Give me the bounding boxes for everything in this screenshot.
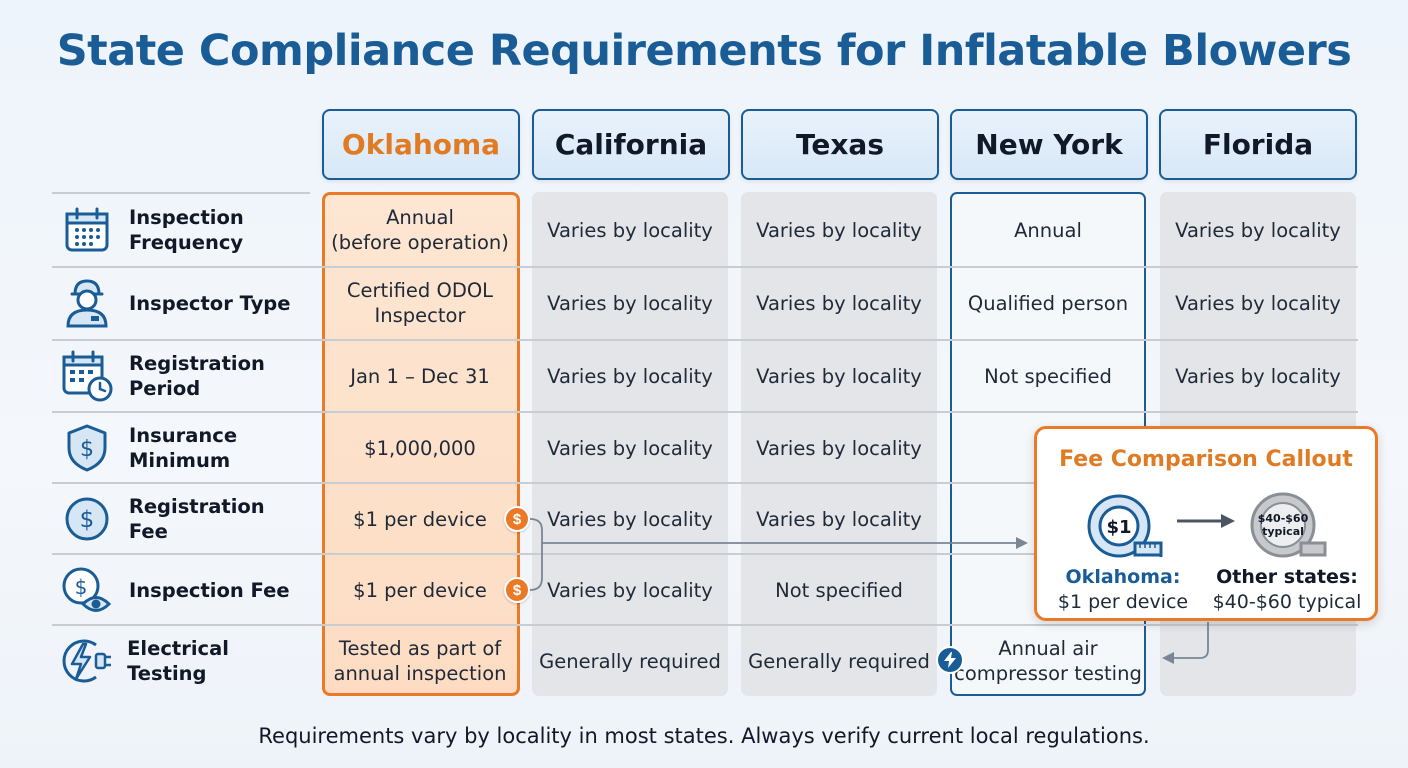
svg-text:$: $: [80, 437, 94, 462]
cell-oklahoma-inspector-type: Certified ODOL Inspector: [346, 279, 494, 327]
calendar-icon: [52, 200, 122, 260]
texas-column: [741, 192, 937, 696]
row-label-text: Registration Period: [129, 352, 265, 400]
california-column: [532, 192, 728, 696]
row-label-text: Registration Fee: [128, 495, 265, 543]
cell-oklahoma-registration-period: Jan 1 – Dec 31: [350, 364, 490, 388]
row-divider: [52, 192, 310, 194]
cell-texas-inspection-frequency: Varies by locality: [756, 218, 922, 242]
dollar-eye-icon: $: [52, 560, 122, 620]
other-states-fee-tape-icon: $40-$60 typical: [1245, 491, 1331, 561]
row-divider: [52, 624, 1358, 626]
row-divider: [52, 482, 1358, 484]
cell-california-electrical-testing: Generally required: [539, 649, 721, 673]
svg-text:$: $: [80, 507, 95, 533]
row-label-text: Electrical Testing: [127, 637, 229, 685]
row-label-text: Inspector Type: [129, 291, 291, 315]
row-divider: [52, 411, 1358, 413]
row-divider: [52, 339, 1358, 341]
column-header-texas: Texas: [741, 109, 939, 180]
arrow-right-icon: [1177, 514, 1235, 528]
cell-texas-electrical-testing: Generally required: [748, 649, 930, 673]
cell-california-insurance-minimum: Varies by locality: [547, 436, 713, 460]
cell-new-york-inspector-type: Qualified person: [967, 291, 1129, 315]
other-states-fee-label: Other states: $40-$60 typical: [1207, 565, 1367, 615]
registration-fee-coin-icon: $: [504, 506, 530, 532]
inspector-icon: [52, 273, 122, 333]
row-label-inspector-type: Inspector Type: [52, 267, 310, 339]
cell-texas-inspector-type: Varies by locality: [756, 291, 922, 315]
cell-california-registration-fee: Varies by locality: [547, 507, 713, 531]
row-label-inspection-fee: $ Inspection Fee: [52, 554, 310, 626]
cell-florida-registration-period: Varies by locality: [1175, 364, 1341, 388]
dollar-circle-icon: $: [52, 489, 122, 549]
other-badge-line2: typical: [1262, 525, 1304, 538]
row-label-text: Insurance Minimum: [129, 424, 238, 472]
shield-dollar-icon: $: [52, 418, 122, 478]
cell-texas-registration-fee: Varies by locality: [756, 507, 922, 531]
cell-california-inspection-fee: Varies by locality: [547, 578, 713, 602]
electrical-plug-icon: [52, 631, 120, 691]
cell-california-inspector-type: Varies by locality: [547, 291, 713, 315]
row-label-text: Inspection Frequency: [129, 206, 244, 254]
cell-oklahoma-insurance-minimum: $1,000,000: [364, 436, 476, 460]
cell-oklahoma-inspection-fee: $1 per device: [353, 578, 487, 602]
other-badge-line1: $40-$60: [1258, 512, 1309, 525]
callout-title: Fee Comparison Callout: [1059, 447, 1353, 472]
column-header-florida: Florida: [1159, 109, 1357, 180]
column-header-oklahoma: Oklahoma: [322, 109, 520, 180]
inspection-fee-coin-icon: $: [504, 577, 530, 603]
other-states-fee-label-bold: Other states:: [1216, 566, 1358, 588]
cell-texas-inspection-fee: Not specified: [775, 578, 903, 602]
cell-new-york-registration-period: Not specified: [984, 364, 1112, 388]
cell-texas-registration-period: Varies by locality: [756, 364, 922, 388]
cell-california-registration-period: Varies by locality: [547, 364, 713, 388]
column-header-california: California: [532, 109, 730, 180]
row-label-registration-fee: $ Registration Fee: [52, 483, 310, 555]
row-label-registration-period: Registration Period: [52, 340, 310, 412]
oklahoma-fee-label-bold: Oklahoma:: [1065, 566, 1181, 588]
oklahoma-badge-text: $1: [1106, 517, 1131, 538]
column-header-new-york: New York: [950, 109, 1148, 180]
footnote: Requirements vary by locality in most st…: [258, 724, 1150, 748]
page-title: State Compliance Requirements for Inflat…: [56, 26, 1352, 76]
cell-oklahoma-electrical-testing: Tested as part of annual inspection: [333, 637, 507, 685]
cell-new-york-inspection-frequency: Annual: [1014, 218, 1082, 242]
cell-florida-inspector-type: Varies by locality: [1175, 291, 1341, 315]
oklahoma-column: [322, 192, 520, 696]
cell-florida-inspection-frequency: Varies by locality: [1175, 218, 1341, 242]
row-divider: [52, 553, 1358, 555]
row-label-inspection-frequency: Inspection Frequency: [52, 194, 310, 266]
row-divider: [52, 266, 1358, 268]
cell-new-york-electrical-testing: Annual air compressor testing: [954, 637, 1142, 685]
oklahoma-fee-label-value: $1 per device: [1057, 591, 1189, 613]
cell-oklahoma-inspection-frequency: Annual (before operation): [331, 206, 509, 254]
cell-oklahoma-registration-fee: $1 per device: [353, 507, 487, 531]
fee-comparison-callout: Fee Comparison Callout $1 $40-$60 typica…: [1034, 426, 1378, 621]
calendar-clock-icon: [52, 346, 122, 406]
row-label-electrical-testing: Electrical Testing: [52, 625, 310, 697]
cell-california-inspection-frequency: Varies by locality: [547, 218, 713, 242]
other-states-fee-label-value: $40-$60 typical: [1212, 591, 1362, 613]
electrical-bolt-icon: [936, 646, 964, 674]
oklahoma-fee-label: Oklahoma: $1 per device: [1043, 565, 1203, 615]
svg-text:$: $: [75, 575, 88, 599]
cell-texas-insurance-minimum: Varies by locality: [756, 436, 922, 460]
row-label-insurance-minimum: $ Insurance Minimum: [52, 412, 310, 484]
oklahoma-fee-tape-icon: $1: [1083, 493, 1165, 561]
row-label-text: Inspection Fee: [129, 578, 290, 602]
